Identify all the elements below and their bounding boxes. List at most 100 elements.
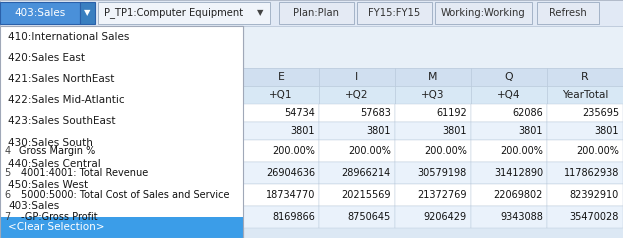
Bar <box>0 132 243 153</box>
Text: 200.00%: 200.00% <box>272 146 315 156</box>
Bar <box>471 122 547 140</box>
Bar <box>0 26 243 238</box>
Text: 61192: 61192 <box>436 108 467 118</box>
Bar <box>395 162 471 184</box>
Bar <box>0 26 243 47</box>
Bar <box>435 2 532 24</box>
Bar <box>537 2 599 24</box>
Text: 4: 4 <box>4 146 11 156</box>
Bar <box>471 206 547 228</box>
Text: 5: 5 <box>4 169 11 178</box>
Text: +Q3: +Q3 <box>421 90 445 100</box>
Bar <box>319 104 395 122</box>
Bar <box>0 47 243 68</box>
Bar <box>243 184 319 206</box>
Text: 3801: 3801 <box>290 126 315 136</box>
Text: 57683: 57683 <box>360 108 391 118</box>
Text: 6: 6 <box>4 190 11 200</box>
Bar <box>547 184 623 206</box>
Text: 200.00%: 200.00% <box>424 146 467 156</box>
Bar <box>98 2 270 24</box>
Bar <box>547 140 623 162</box>
Bar <box>243 26 623 68</box>
Text: YearTotal: YearTotal <box>562 90 608 100</box>
Text: -GP:Gross Profit: -GP:Gross Profit <box>21 212 98 222</box>
Text: 28966214: 28966214 <box>342 169 391 178</box>
Bar <box>395 86 471 104</box>
Bar <box>0 2 80 24</box>
Text: 3801: 3801 <box>366 126 391 136</box>
Text: 9206429: 9206429 <box>424 212 467 222</box>
Text: 430:Sales South: 430:Sales South <box>8 138 93 148</box>
Text: 440:Sales Central: 440:Sales Central <box>8 159 101 169</box>
Text: 9343088: 9343088 <box>500 212 543 222</box>
Text: 3801: 3801 <box>594 126 619 136</box>
Text: 423:Sales SouthEast: 423:Sales SouthEast <box>8 116 115 126</box>
Bar <box>319 162 395 184</box>
Text: M: M <box>428 72 438 82</box>
Bar <box>319 184 395 206</box>
Bar <box>243 86 319 104</box>
Text: 403:Sales: 403:Sales <box>8 201 59 211</box>
Bar <box>243 162 319 184</box>
Bar <box>243 206 319 228</box>
Bar <box>243 104 319 122</box>
Text: 35470028: 35470028 <box>569 212 619 222</box>
Text: 420:Sales East: 420:Sales East <box>8 53 85 63</box>
Bar <box>471 162 547 184</box>
Bar <box>0 196 243 217</box>
Bar <box>0 0 623 26</box>
Text: 7: 7 <box>4 212 11 222</box>
Bar <box>0 89 243 111</box>
Text: 117862938: 117862938 <box>564 169 619 178</box>
Text: 82392910: 82392910 <box>570 190 619 200</box>
Text: 450:Sales West: 450:Sales West <box>8 180 88 190</box>
Bar <box>15 184 243 206</box>
Text: 200.00%: 200.00% <box>348 146 391 156</box>
Bar <box>0 174 243 196</box>
Bar <box>319 86 395 104</box>
Text: <Clear Selection>: <Clear Selection> <box>8 222 105 232</box>
Bar <box>395 122 471 140</box>
Bar <box>395 140 471 162</box>
Text: 403:Sales: 403:Sales <box>14 8 65 18</box>
Bar <box>319 140 395 162</box>
Bar <box>15 206 243 228</box>
Text: 8169866: 8169866 <box>272 212 315 222</box>
Bar <box>471 86 547 104</box>
Bar <box>0 26 243 238</box>
Bar <box>0 68 243 89</box>
Text: +Q2: +Q2 <box>345 90 369 100</box>
Text: 3801: 3801 <box>518 126 543 136</box>
Text: 200.00%: 200.00% <box>500 146 543 156</box>
Text: 421:Sales NorthEast: 421:Sales NorthEast <box>8 74 115 84</box>
Text: 26904636: 26904636 <box>266 169 315 178</box>
Text: 5000:5000: Total Cost of Sales and Service: 5000:5000: Total Cost of Sales and Servi… <box>21 190 229 200</box>
Text: E: E <box>278 72 285 82</box>
Bar <box>319 122 395 140</box>
Bar <box>0 162 15 184</box>
Bar <box>15 140 243 162</box>
Text: P_TP1:Computer Equipment: P_TP1:Computer Equipment <box>104 8 243 19</box>
Bar <box>319 206 395 228</box>
Bar <box>547 104 623 122</box>
Bar <box>0 217 243 238</box>
Text: 200.00%: 200.00% <box>576 146 619 156</box>
Text: 235695: 235695 <box>582 108 619 118</box>
Text: 4001:4001: Total Revenue: 4001:4001: Total Revenue <box>21 169 148 178</box>
Text: Plan:Plan: Plan:Plan <box>293 8 340 18</box>
Bar <box>395 104 471 122</box>
Text: +Q4: +Q4 <box>497 90 521 100</box>
Bar <box>0 206 15 228</box>
Bar <box>547 206 623 228</box>
Text: Working:Working: Working:Working <box>441 8 526 18</box>
Text: 18734770: 18734770 <box>265 190 315 200</box>
Bar <box>0 140 15 162</box>
Bar <box>395 184 471 206</box>
Bar <box>243 140 319 162</box>
Bar <box>0 153 243 174</box>
Bar <box>15 162 243 184</box>
Bar <box>0 111 243 132</box>
Text: 20215569: 20215569 <box>341 190 391 200</box>
Text: Q: Q <box>505 72 513 82</box>
